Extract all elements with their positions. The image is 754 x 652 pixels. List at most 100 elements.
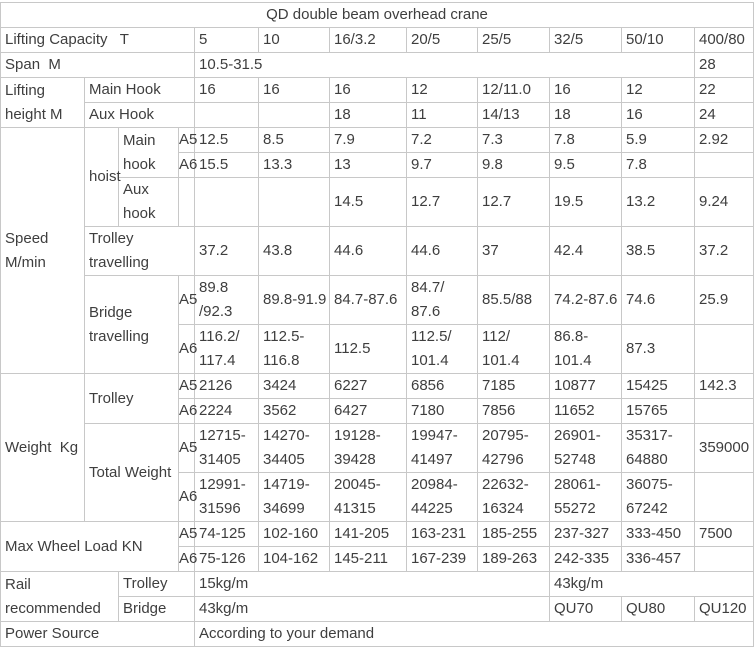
table-cell: 102-160 (258, 521, 330, 547)
table-row: Speed M/min hoist Main hook A5 12.5 8.5 7.9 7.2… (0, 127, 754, 374)
table-cell (694, 546, 754, 572)
table-cell: 28061- 55272 (549, 472, 622, 522)
table-cell: 7.9 (329, 127, 407, 153)
table-cell: 38.5 (621, 226, 695, 276)
table-row: Aux hook 14.5 12.7 12.7 19.5 13.2 9.24 (1, 177, 754, 227)
table-cell: 163-231 (406, 521, 478, 547)
table-cell: 141-205 (329, 521, 407, 547)
table-row: QD double beam overhead crane (0, 2, 754, 28)
table-cell: 6856 (406, 373, 478, 399)
table-row: Lifting height M Main Hook 16 16 16 12 12/11.0… (0, 77, 754, 128)
table-cell: 359000 (694, 423, 754, 473)
table-cell: 89.8-91.9 (258, 275, 330, 325)
table-cell (178, 177, 195, 227)
table-cell: 7.8 (549, 127, 622, 153)
table-cell: 5 (194, 27, 259, 53)
table-cell: 7.3 (477, 127, 550, 153)
table-cell: 112/ 101.4 (477, 324, 550, 374)
table-cell: QU120 (694, 596, 754, 622)
table-cell: 6227 (329, 373, 407, 399)
table-cell: 12.7 (406, 177, 478, 227)
table-cell: Trolley travelling (84, 226, 195, 276)
table-cell: 7856 (477, 398, 550, 424)
table-cell: A6 (178, 472, 197, 522)
table-cell: Lifting height M (0, 77, 85, 128)
table-cell: 13.3 (258, 152, 330, 178)
table-cell: 86.8- 101.4 (549, 324, 622, 374)
table-cell: 32/5 (549, 27, 622, 53)
table-cell: 9.8 (477, 152, 550, 178)
table-cell: 74.2-87.6 (549, 275, 622, 325)
table-cell: 37.2 (694, 226, 754, 276)
table-cell: 10877 (549, 373, 622, 399)
table-cell: 2.92 (694, 127, 754, 153)
table-row: Bridge 43kg/m QU70 QU80 QU120 (1, 596, 754, 622)
table-row: A6 75-126 104-162 145-211 167-239 189-263 242-… (1, 546, 754, 572)
table-cell: Trolley (118, 571, 195, 597)
table-cell: 185-255 (477, 521, 550, 547)
table-cell: 116.2/ 117.4 (194, 324, 259, 374)
table-cell: 15.5 (194, 152, 259, 178)
table-cell: 12 (621, 77, 695, 103)
table-cell: 37 (477, 226, 550, 276)
table-cell: Bridge travelling (84, 275, 179, 374)
table-cell: 112.5/ 101.4 (406, 324, 478, 374)
table-cell: 12715- 31405 (194, 423, 259, 473)
table-cell: 7.8 (621, 152, 695, 178)
table-cell: 10.5-31.5 (194, 52, 695, 78)
table-cell: 20045- 41315 (329, 472, 407, 522)
table-cell: 11 (406, 102, 478, 128)
table-cell: 12 (406, 77, 478, 103)
table-cell: Lifting Capacity T (0, 27, 195, 53)
table-cell (258, 102, 330, 128)
table-cell: 16 (549, 77, 622, 103)
table-cell: 84.7-87.6 (329, 275, 407, 325)
table-row: Trolley travelling 37.2 43.8 44.6 44.6 37 42.4… (1, 226, 754, 276)
table-cell: 25.9 (694, 275, 754, 325)
table-cell: Main Hook (84, 77, 195, 103)
table-cell: 7.2 (406, 127, 478, 153)
table-cell: 2126 (194, 373, 259, 399)
table-cell: 167-239 (406, 546, 478, 572)
table-cell: 15kg/m (194, 571, 550, 597)
table-cell: Span M (0, 52, 195, 78)
table-cell: 242-335 (549, 546, 622, 572)
table-cell: 43kg/m (194, 596, 550, 622)
table-cell: 8.5 (258, 127, 330, 153)
table-cell: 7185 (477, 373, 550, 399)
table-row: Max Wheel Load KN A5 74-125 102-160 141-205 1… (0, 521, 754, 572)
table-cell (694, 324, 754, 374)
table-cell: 87.3 (621, 324, 695, 374)
table-cell: 35317- 64880 (621, 423, 695, 473)
table-cell: 43.8 (258, 226, 330, 276)
table-cell: 85.5/88 (477, 275, 550, 325)
table-cell: 43kg/m (549, 571, 754, 597)
table-cell (258, 177, 330, 227)
table-cell: 104-162 (258, 546, 330, 572)
table-cell: 19947- 41497 (406, 423, 478, 473)
table-cell (694, 398, 754, 424)
table-cell: 15765 (621, 398, 695, 424)
table-cell: 9.7 (406, 152, 478, 178)
table-cell: Rail recommended (0, 571, 119, 622)
table-cell: Speed M/min (0, 127, 85, 374)
table-cell: 84.7/ 87.6 (406, 275, 478, 325)
table-cell: 2224 (194, 398, 259, 424)
table-cell: A5 (178, 521, 197, 547)
table-cell: Total Weight (84, 423, 179, 522)
table-cell: 142.3 (694, 373, 754, 399)
table-cell: According to your demand (194, 621, 754, 647)
table-cell: 13.2 (621, 177, 695, 227)
table-row: Bridge travelling A5 89.8 /92.3 89.8-91.9 84… (1, 275, 754, 374)
table-cell: 9.24 (694, 177, 754, 227)
table-cell: Aux hook (118, 177, 179, 227)
table-cell: 10 (258, 27, 330, 53)
table-cell: 12/11.0 (477, 77, 550, 103)
table-cell: 12.5 (194, 127, 259, 153)
table-cell: 112.5 (329, 324, 407, 374)
table-cell: hoist (84, 127, 121, 227)
table-cell: Weight Kg (0, 373, 85, 522)
table-cell (194, 177, 259, 227)
table-cell: 42.4 (549, 226, 622, 276)
